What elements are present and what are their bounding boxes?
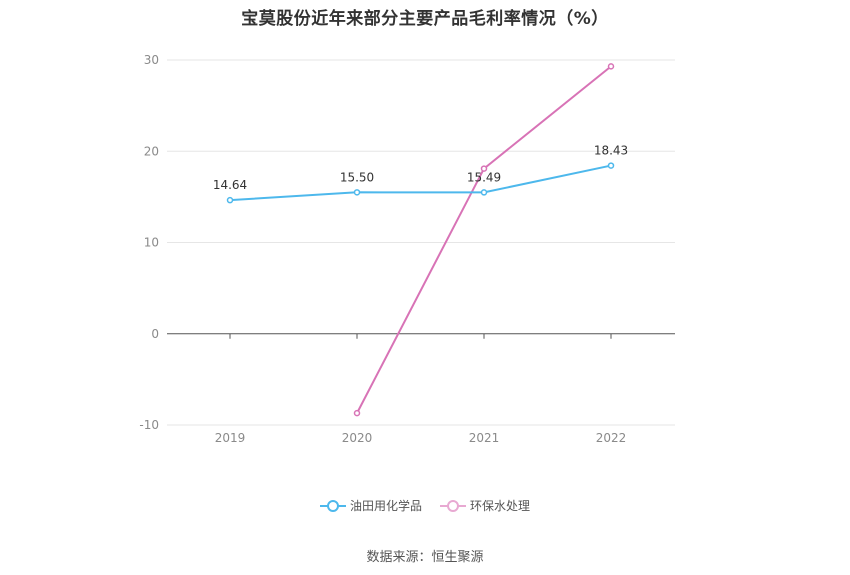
y-tick-label: 20 bbox=[144, 144, 159, 158]
legend: 油田用化学品 环保水处理 bbox=[0, 497, 850, 514]
data-label: 15.50 bbox=[340, 170, 374, 184]
legend-label: 油田用化学品 bbox=[349, 499, 422, 513]
grid-lines bbox=[167, 59, 675, 426]
data-point[interactable] bbox=[353, 409, 361, 417]
data-point[interactable] bbox=[353, 189, 361, 196]
data-point[interactable] bbox=[480, 189, 488, 196]
data-label: 14.64 bbox=[213, 178, 247, 192]
axes: -10 0 10 20 30 2019 2020 2021 2022 bbox=[139, 53, 626, 445]
data-point[interactable] bbox=[607, 162, 615, 169]
y-tick-label: -10 bbox=[139, 418, 159, 432]
legend-label: 环保水处理 bbox=[470, 499, 531, 513]
x-tick-label: 2022 bbox=[596, 431, 627, 445]
data-labels: 14.64 15.50 15.49 18.43 bbox=[213, 144, 628, 193]
x-tick-label: 2021 bbox=[469, 431, 500, 445]
legend-marker-icon bbox=[440, 499, 466, 512]
y-tick-label: 0 bbox=[151, 327, 159, 341]
y-tick-label: 10 bbox=[144, 236, 159, 250]
data-point[interactable] bbox=[226, 196, 234, 204]
chart-title: 宝莫股份近年来部分主要产品毛利率情况（%） bbox=[241, 9, 609, 29]
x-tick-label: 2019 bbox=[215, 431, 246, 445]
legend-item-oilfield-chemicals[interactable]: 油田用化学品 bbox=[319, 497, 422, 514]
y-tick-label: 30 bbox=[144, 53, 159, 67]
series-lines bbox=[226, 63, 615, 417]
series-line bbox=[229, 164, 612, 202]
series-line bbox=[356, 65, 612, 414]
data-source-note: 数据来源：恒生聚源 bbox=[366, 550, 484, 565]
data-label: 18.43 bbox=[594, 144, 628, 158]
legend-marker-icon bbox=[319, 499, 346, 512]
data-label: 15.49 bbox=[467, 170, 501, 184]
data-point[interactable] bbox=[607, 63, 615, 70]
x-tick-label: 2020 bbox=[342, 431, 373, 445]
legend-item-water-treatment[interactable]: 环保水处理 bbox=[440, 497, 530, 514]
data-point[interactable] bbox=[480, 165, 488, 172]
